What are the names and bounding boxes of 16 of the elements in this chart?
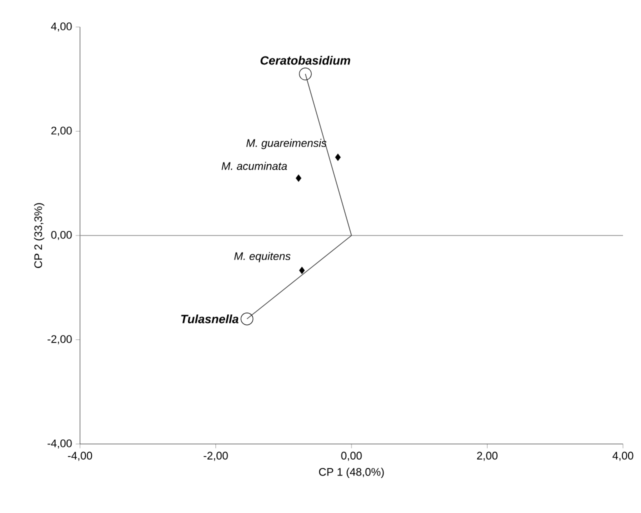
series-label: M. acuminata <box>222 162 287 170</box>
x-tick-label: 0,00 <box>341 452 362 461</box>
x-tick-label: 2,00 <box>477 452 498 461</box>
series-label: Tulasnella <box>181 314 238 324</box>
series-label: Ceratobasidium <box>260 56 350 65</box>
x-tick-label: 4,00 <box>612 452 634 461</box>
y-tick-label: 2,00 <box>51 126 72 136</box>
series-label: M. equitens <box>234 252 291 262</box>
y-tick-label: 4,00 <box>51 22 72 32</box>
x-tick-label: -4,00 <box>68 452 92 461</box>
x-axis-title: CP 1 (48,0%) <box>319 468 384 478</box>
y-tick-label: -4,00 <box>48 439 72 449</box>
y-tick-label: 0,00 <box>51 230 72 240</box>
y-tick-label: -2,00 <box>48 335 72 344</box>
y-axis-title: CP 2 (33,3%) <box>34 203 44 268</box>
x-tick-label: -2,00 <box>204 452 228 461</box>
